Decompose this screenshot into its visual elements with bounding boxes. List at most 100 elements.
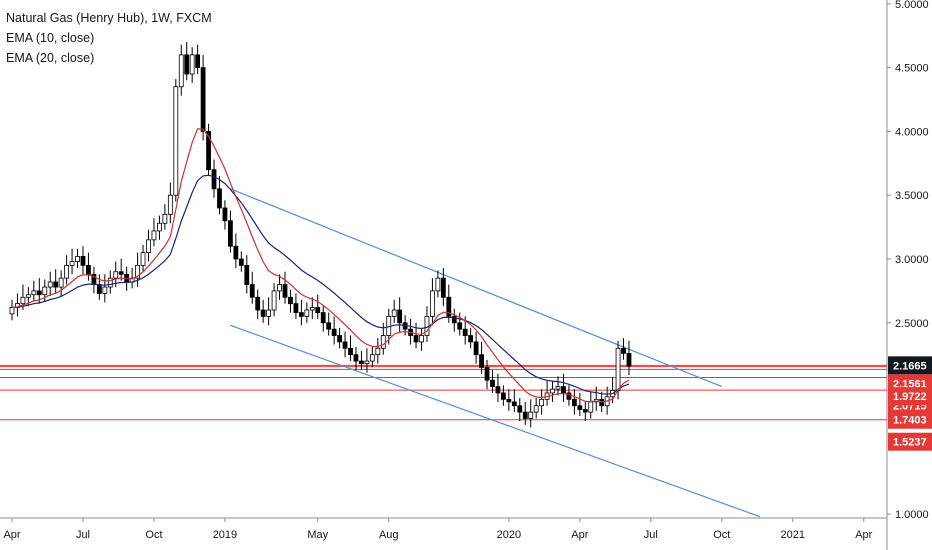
candle-body — [42, 286, 48, 296]
candle-body — [419, 335, 424, 343]
candle-body — [25, 294, 31, 298]
legend-ema-fast: EMA (10, close) — [6, 31, 95, 45]
candle-body — [550, 388, 555, 394]
candle-body — [102, 286, 108, 294]
candle-body — [80, 256, 86, 266]
candle-body — [277, 284, 282, 292]
x-tick-label: Apr — [855, 529, 872, 541]
price-tag-label: 2.1665 — [893, 360, 927, 372]
candle-body — [86, 264, 91, 275]
candle-body — [315, 307, 321, 313]
y-tick-label: 3.0000 — [895, 254, 929, 266]
candle-body — [364, 360, 370, 365]
candle-body — [157, 222, 162, 232]
candle-body — [146, 239, 151, 254]
candle-body — [31, 290, 37, 296]
candle-body — [582, 409, 588, 413]
candle-body — [533, 405, 539, 413]
candle-body — [539, 398, 545, 407]
candle-body — [615, 347, 621, 391]
price-tag — [888, 356, 932, 375]
candle-body — [577, 405, 583, 410]
candle-body — [113, 271, 119, 279]
candle-body — [53, 281, 59, 288]
candle-body — [337, 335, 343, 343]
candle-body — [522, 411, 528, 419]
candle-body — [189, 54, 195, 75]
candle-body — [217, 188, 222, 209]
candle-body — [462, 328, 468, 336]
candle-body — [184, 54, 190, 75]
candle-body — [457, 322, 463, 330]
candle-body — [206, 131, 211, 171]
candle-body — [380, 335, 386, 349]
candle-body — [566, 392, 572, 400]
candle-body — [282, 284, 288, 298]
candle-body — [47, 281, 53, 288]
candle-body — [304, 309, 310, 317]
y-tick-label: 2.5000 — [895, 318, 929, 330]
y-tick-label: 4.5000 — [895, 63, 929, 75]
channel-line — [230, 188, 723, 388]
candle-body — [369, 354, 375, 362]
candle-body — [288, 296, 293, 305]
candle-body — [227, 220, 233, 247]
candle-body — [473, 341, 479, 356]
candle-body — [517, 405, 523, 413]
candle-body — [195, 54, 201, 69]
candle-body — [490, 379, 495, 387]
candle-body — [397, 309, 403, 324]
candle-body — [430, 290, 435, 317]
candle-body — [178, 54, 184, 88]
candle-body — [621, 347, 626, 354]
candle-body — [9, 307, 15, 315]
channel-line — [230, 324, 761, 518]
x-tick-label: Apr — [571, 529, 588, 541]
candle-body — [342, 341, 348, 349]
candle-body — [266, 309, 272, 317]
candle-body — [249, 284, 255, 298]
candle-body — [353, 354, 359, 362]
candle-body — [626, 353, 632, 367]
candle-body — [435, 277, 441, 292]
price-tag — [888, 410, 932, 429]
candle-body — [331, 328, 337, 336]
candle-body — [413, 335, 419, 343]
price-tag-label: 1.5237 — [893, 437, 927, 449]
x-tick-label: Jul — [76, 529, 90, 541]
candle-body — [36, 290, 42, 296]
candle-body — [484, 367, 490, 381]
candle-body — [222, 207, 228, 222]
candle-body — [271, 290, 277, 311]
candle-body — [75, 256, 80, 262]
ema-10-line — [11, 128, 630, 403]
candle-body — [162, 213, 168, 224]
candle-body — [140, 252, 146, 266]
candle-body — [151, 230, 157, 241]
candle-body — [255, 296, 261, 311]
x-tick-label: 2019 — [213, 529, 237, 541]
chart-legend: Natural Gas (Henry Hub), 1W, FXCM EMA (1… — [6, 8, 212, 68]
candle-body — [298, 312, 304, 317]
candle-body — [468, 335, 474, 343]
candle-body — [561, 386, 566, 394]
candle-body — [506, 398, 512, 403]
candle-body — [293, 303, 299, 313]
legend-symbol: Natural Gas (Henry Hub), 1W, FXCM — [6, 11, 212, 25]
x-tick-label: Apr — [3, 529, 20, 541]
candle-body — [359, 360, 364, 365]
x-tick-label: Oct — [145, 529, 162, 541]
legend-ema-slow: EMA (20, close) — [6, 51, 95, 65]
price-tag-label: 1.9722 — [893, 391, 927, 403]
candle-body — [555, 386, 561, 390]
candle-body — [135, 264, 140, 279]
y-tick-label: 4.0000 — [895, 126, 929, 138]
candle-body — [309, 307, 315, 311]
x-tick-label: 2021 — [781, 529, 805, 541]
candle-body — [211, 169, 217, 190]
candle-body — [58, 277, 64, 288]
ema-20-line — [11, 174, 630, 395]
y-tick-label: 1.0000 — [895, 509, 929, 521]
